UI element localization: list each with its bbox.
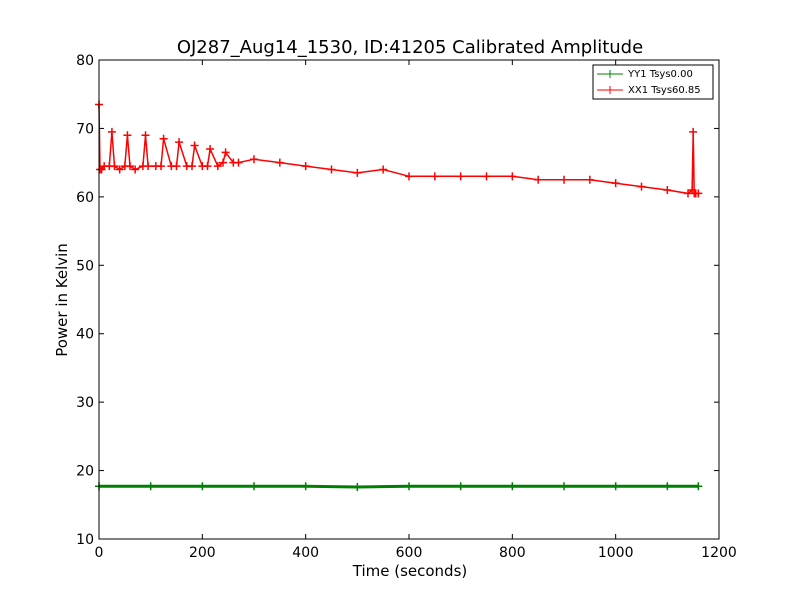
series-1: [95, 100, 703, 198]
data-point: [190, 141, 199, 150]
data-point: [250, 482, 258, 491]
data-point: [219, 158, 227, 167]
data-point: [275, 158, 284, 167]
data-point: [456, 482, 465, 491]
data-point: [144, 162, 153, 171]
data-point: [637, 182, 646, 191]
data-point: [198, 482, 207, 491]
data-point: [159, 134, 168, 143]
y-tick-label: 60: [76, 190, 94, 206]
data-point: [107, 127, 116, 136]
y-tick-label: 10: [76, 532, 94, 548]
legend-label-yy1: YY1 Tsys0.00: [627, 69, 693, 80]
y-tick-label: 70: [76, 121, 94, 137]
series-0: [95, 482, 703, 491]
plot-series: [95, 100, 703, 491]
data-point: [213, 162, 222, 171]
y-tick-label: 80: [76, 53, 94, 69]
x-axis: 0 200 400 600 800 1000 1200: [95, 60, 737, 561]
data-point: [301, 162, 310, 171]
data-point: [146, 482, 155, 491]
y-tick-label: 40: [76, 327, 94, 343]
data-point: [508, 482, 517, 491]
data-point: [482, 172, 491, 181]
x-tick-label: 200: [189, 545, 216, 561]
x-axis-label: Time (seconds): [352, 562, 468, 580]
data-point: [234, 158, 243, 167]
series-line: [99, 484, 699, 489]
data-point: [379, 165, 388, 174]
data-point: [188, 162, 196, 171]
data-point: [611, 482, 620, 491]
data-point: [203, 162, 212, 171]
x-tick-label: 0: [95, 545, 104, 561]
data-point: [663, 186, 672, 195]
data-point: [301, 482, 310, 491]
legend-box: [592, 64, 714, 100]
data-point: [110, 162, 119, 171]
y-axis: 10 20 30 40 50 60 70 80: [76, 53, 719, 548]
data-point: [560, 175, 568, 184]
data-point: [689, 127, 698, 136]
data-point: [123, 131, 132, 140]
data-point: [456, 172, 465, 181]
data-point: [353, 168, 362, 177]
data-point: [430, 172, 439, 181]
data-point: [694, 482, 703, 491]
data-point: [585, 175, 594, 184]
data-point: [221, 148, 230, 157]
data-point: [115, 165, 124, 174]
data-point: [126, 162, 134, 171]
legend-label-xx1: XX1 Tsys60.85: [628, 85, 701, 96]
data-point: [405, 482, 413, 491]
data-point: [175, 138, 184, 147]
data-point: [611, 179, 620, 188]
data-point: [534, 175, 543, 184]
x-tick-label: 600: [396, 545, 423, 561]
x-tick-label: 800: [499, 545, 526, 561]
data-point: [172, 162, 181, 171]
data-point: [131, 165, 140, 174]
y-tick-label: 50: [76, 258, 94, 274]
x-tick-label: 1200: [701, 545, 737, 561]
data-point: [508, 172, 517, 181]
series-line: [98, 104, 699, 195]
y-tick-label: 20: [76, 464, 94, 480]
data-point: [694, 189, 703, 198]
data-point: [663, 482, 672, 491]
data-point: [141, 131, 150, 140]
data-point: [327, 165, 336, 174]
data-point: [353, 482, 362, 491]
data-point: [405, 172, 413, 181]
chart-title: OJ287_Aug14_1530, ID:41205 Calibrated Am…: [177, 37, 643, 58]
legend: YY1 Tsys0.00 XX1 Tsys60.85: [592, 64, 714, 100]
y-tick-label: 30: [76, 395, 94, 411]
plot-frame: [98, 59, 720, 540]
data-point: [560, 482, 568, 491]
x-tick-label: 1000: [598, 545, 634, 561]
data-point: [206, 144, 215, 153]
x-tick-label: 400: [292, 545, 319, 561]
y-axis-label: Power in Kelvin: [53, 243, 71, 357]
data-point: [157, 162, 165, 171]
data-point: [250, 155, 258, 164]
